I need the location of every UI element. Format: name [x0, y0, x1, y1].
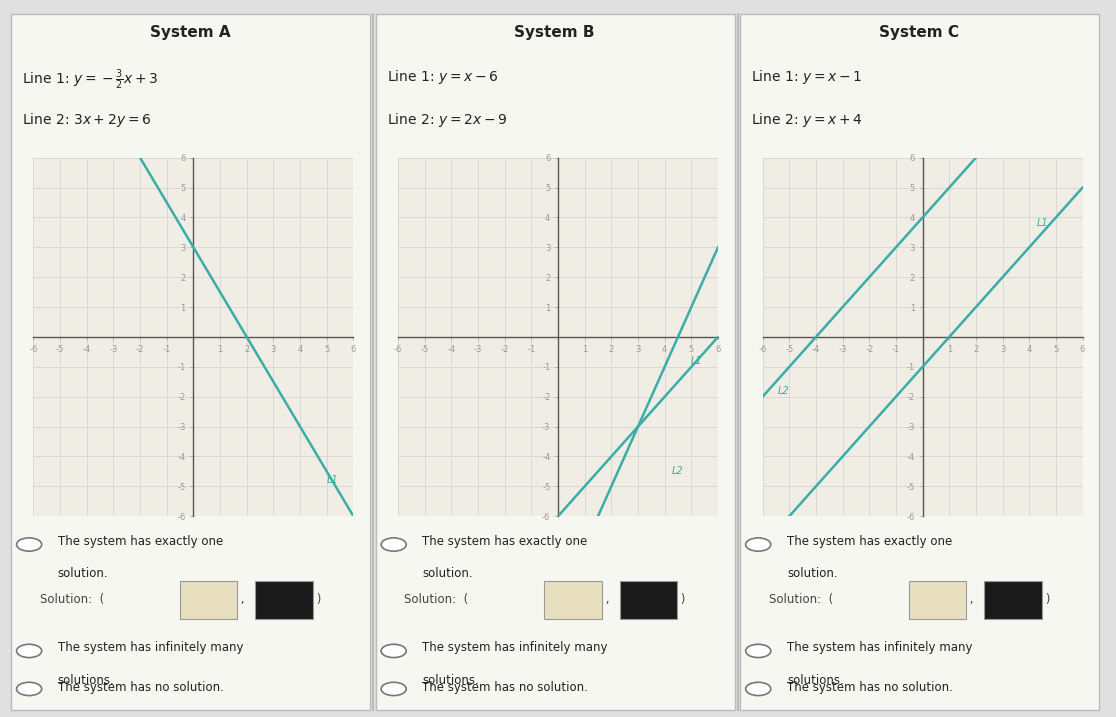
Circle shape [745, 683, 771, 695]
Text: The system has infinitely many: The system has infinitely many [787, 642, 972, 655]
Text: solutions.: solutions. [422, 674, 479, 687]
Text: The system has no solution.: The system has no solution. [58, 681, 223, 694]
Text: Solution:  (: Solution: ( [40, 593, 104, 606]
Text: Line 1: $y=x-1$: Line 1: $y=x-1$ [751, 68, 863, 86]
Text: L1: L1 [691, 356, 702, 366]
Circle shape [745, 538, 771, 551]
Text: Line 1: $y=-\frac{3}{2}x+3$: Line 1: $y=-\frac{3}{2}x+3$ [22, 68, 158, 92]
FancyBboxPatch shape [545, 581, 602, 619]
Text: Solution:  (: Solution: ( [404, 593, 469, 606]
Text: solutions.: solutions. [787, 674, 844, 687]
FancyBboxPatch shape [619, 581, 677, 619]
Circle shape [17, 538, 41, 551]
Text: System B: System B [514, 25, 595, 40]
Text: solution.: solution. [787, 567, 838, 580]
Text: solution.: solution. [422, 567, 473, 580]
Circle shape [17, 645, 41, 657]
Circle shape [745, 645, 771, 657]
Text: The system has exactly one: The system has exactly one [787, 535, 952, 548]
FancyBboxPatch shape [984, 581, 1042, 619]
Text: Line 2: $y=2x-9$: Line 2: $y=2x-9$ [387, 111, 508, 129]
Text: The system has infinitely many: The system has infinitely many [58, 642, 243, 655]
Text: Solution:  (: Solution: ( [769, 593, 834, 606]
Text: ): ) [677, 593, 685, 606]
Text: solutions.: solutions. [58, 674, 115, 687]
Text: The system has exactly one: The system has exactly one [58, 535, 223, 548]
Text: The system has infinitely many: The system has infinitely many [422, 642, 608, 655]
Text: L1: L1 [326, 475, 338, 485]
Text: ,: , [966, 593, 974, 606]
Text: L2: L2 [672, 467, 684, 476]
Circle shape [17, 683, 41, 695]
Text: The system has no solution.: The system has no solution. [787, 681, 953, 694]
Text: ,: , [602, 593, 609, 606]
Circle shape [381, 683, 406, 695]
Circle shape [381, 538, 406, 551]
Text: ): ) [1042, 593, 1050, 606]
Circle shape [381, 645, 406, 657]
FancyBboxPatch shape [180, 581, 238, 619]
Text: L2: L2 [778, 386, 790, 396]
Text: L1: L1 [1037, 219, 1048, 229]
Text: ,: , [238, 593, 244, 606]
Text: Line 2: $y=x+4$: Line 2: $y=x+4$ [751, 111, 863, 129]
FancyBboxPatch shape [910, 581, 966, 619]
Text: System A: System A [150, 25, 230, 40]
Text: System C: System C [879, 25, 960, 40]
Text: Line 2: $3x+2y=6$: Line 2: $3x+2y=6$ [22, 111, 152, 129]
Text: solution.: solution. [58, 567, 108, 580]
Text: ): ) [312, 593, 321, 606]
Text: The system has no solution.: The system has no solution. [422, 681, 588, 694]
Text: Line 1: $y=x-6$: Line 1: $y=x-6$ [387, 68, 499, 86]
Text: The system has exactly one: The system has exactly one [422, 535, 588, 548]
FancyBboxPatch shape [256, 581, 312, 619]
